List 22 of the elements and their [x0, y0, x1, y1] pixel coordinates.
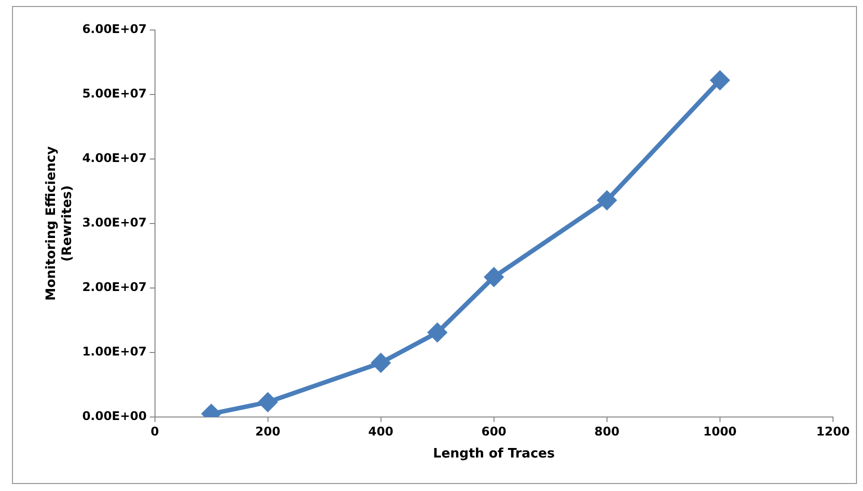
point [598, 191, 616, 210]
x-tick-label: 200 [255, 424, 280, 438]
x-tick-label: 400 [368, 424, 394, 438]
point [710, 71, 730, 90]
y-tick-label: 0.00E+00 [82, 409, 147, 424]
point [428, 323, 447, 342]
point [372, 354, 390, 372]
y-tick-label: 2.00E+07 [82, 280, 147, 294]
y-tick-label: 3.00E+07 [82, 216, 147, 230]
x-tick-label: 0 [150, 424, 159, 438]
x-tick-label: 600 [481, 424, 506, 438]
y-axis-title: Monitoring Efficiency (Rewrites) [44, 146, 75, 301]
x-tick-label: 1000 [703, 424, 737, 438]
x-tick-label: 1200 [816, 424, 850, 438]
y-tick-label: 4.00E+07 [82, 151, 147, 166]
x-axis-title: Length of Traces [433, 446, 555, 462]
y-tick-label: 1.00E+07 [82, 344, 147, 359]
y-tick-label: 6.00E+07 [82, 22, 147, 36]
x-tick-label: 800 [594, 424, 620, 438]
y-tick-label: 5.00E+07 [82, 86, 147, 101]
point [258, 392, 278, 412]
point [484, 268, 504, 286]
